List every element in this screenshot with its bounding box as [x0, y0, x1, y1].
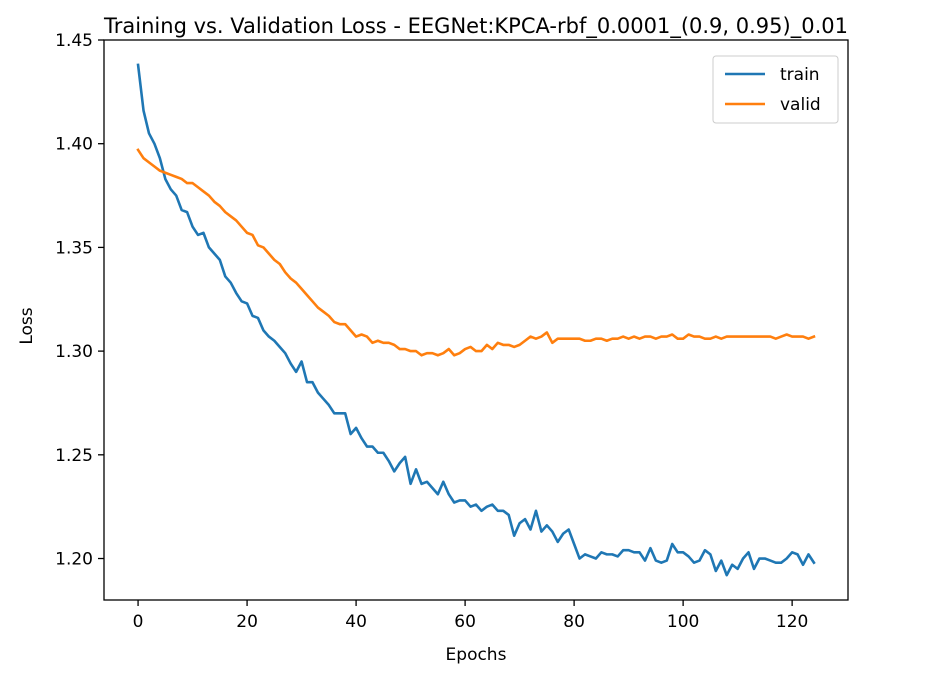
series-line-train [136, 63, 816, 577]
x-tick-label: 60 [454, 612, 476, 632]
y-tick-label: 1.45 [55, 31, 93, 51]
legend-label-train: train [780, 65, 820, 85]
legend: train valid [712, 55, 839, 124]
y-axis-label: Loss [17, 307, 37, 344]
x-tick-label: 20 [236, 612, 258, 632]
x-tick-label: 80 [563, 612, 585, 632]
x-tick-label: 120 [776, 612, 808, 632]
y-tick-label: 1.20 [55, 550, 93, 570]
y-tick-label: 1.25 [55, 446, 93, 466]
plot-area: 0 20 40 60 80 100 120 1.20 1.25 1.30 1.35 1.40 1.45 t… [55, 31, 849, 632]
x-tick-label: 0 [133, 612, 144, 632]
x-tick-label: 100 [667, 612, 699, 632]
y-tick-label: 1.30 [55, 342, 93, 362]
series-line-valid [136, 148, 816, 357]
y-tick-label: 1.40 [55, 135, 93, 155]
chart-title: Training vs. Validation Loss - EEGNet:KP… [103, 14, 848, 39]
x-axis-label: Epochs [446, 645, 507, 665]
legend-label-valid: valid [780, 95, 821, 115]
plot-frame [103, 39, 849, 601]
x-tick-label: 40 [345, 612, 367, 632]
y-tick-label: 1.35 [55, 238, 93, 258]
